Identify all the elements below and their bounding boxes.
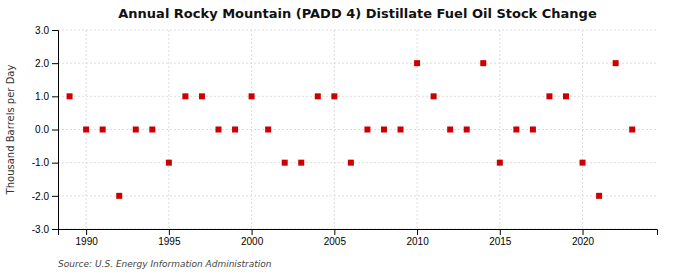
x-tick: 2005 [324,229,347,247]
x-tick-mark [334,229,335,235]
x-tick-label: 2020 [572,236,595,247]
x-tick-label: 1990 [76,236,99,247]
x-tick-mark [169,229,170,235]
y-tick-mark [52,229,58,230]
x-tick-label: 2005 [324,236,347,247]
x-tick: 2010 [406,229,429,247]
point [464,127,470,133]
grid-line-x [499,30,500,229]
y-tick: 1.0 [35,91,58,102]
point [546,93,552,99]
point [216,127,222,133]
x-tick-label: 1995 [158,236,181,247]
point [629,127,635,133]
x-tick-mark [500,229,501,235]
point [480,60,486,66]
x-tick-mark [583,229,584,235]
grid-line-x [168,30,169,229]
y-tick-label: 1.0 [35,91,49,102]
point [182,93,188,99]
annotation: Source: U.S. Energy Information Administ… [58,259,272,269]
point [265,127,271,133]
point [133,127,139,133]
point [348,160,354,166]
y-tick: -2.0 [32,191,58,202]
point [414,60,420,66]
x-tick: 1990 [76,229,99,247]
point [199,93,205,99]
y-tick-label: -2.0 [32,191,50,202]
point [331,93,337,99]
x-tick: 1995 [158,229,181,247]
x-axis: 1990 1995 2000 2005 2010 2015 2020 [59,229,658,247]
marks [67,60,636,199]
point [398,127,404,133]
point [364,127,370,133]
point [116,193,122,199]
point [447,127,453,133]
point [613,60,619,66]
y-tick-mark [52,196,58,197]
y-tick: 0.0 [35,124,58,135]
y-tick-mark [52,163,58,164]
point [513,127,519,133]
y-tick: 2.0 [35,58,58,69]
point [67,93,73,99]
x-tick-mark [86,229,87,235]
point [166,160,172,166]
point [431,93,437,99]
point [249,93,255,99]
point [381,127,387,133]
point [315,93,321,99]
grid-line-x [417,30,418,229]
point [530,127,536,133]
point [232,127,238,133]
grid-line-x [251,30,252,229]
grid-line-y [58,30,657,31]
y-tick-label: -3.0 [32,224,50,235]
x-tick-label: 2000 [241,236,264,247]
x-tick: 2015 [489,229,512,247]
grid-line-x [334,30,335,229]
grid [58,30,657,229]
y-axis: -3.0 -2.0 -1.0 0.0 1.0 2.0 3.0 [32,25,59,235]
x-tick-label: 2015 [489,236,512,247]
point [563,93,569,99]
y-axis-line [52,31,59,230]
grid-line-y [58,162,657,163]
chart: 1990 1995 2000 2005 2010 2015 2020 -3.0 -2.0 -1.0… [0,0,675,275]
x-tick: 2020 [572,229,595,247]
point [100,127,106,133]
grid-line-y [58,63,657,64]
point [596,193,602,199]
y-tick-label: 0.0 [35,124,49,135]
y-tick: -1.0 [32,157,58,168]
point [83,127,89,133]
plot-area: 1990 1995 2000 2005 2010 2015 2020 -3.0 -2.0 -1.0… [32,25,658,247]
x-tick-mark [252,229,253,235]
point [149,127,155,133]
x-tick-mark [417,229,418,235]
y-tick-mark [52,30,58,31]
x-tick: 2000 [241,229,264,247]
grid-line-y [58,195,657,196]
y-tick-label: -1.0 [32,157,50,168]
grid-line-y [58,129,657,130]
y-tick: 3.0 [35,25,58,36]
point [580,160,586,166]
y-tick-label: 2.0 [35,58,49,69]
y-tick-mark [52,63,58,64]
x-axis-line [59,230,658,236]
point [298,160,304,166]
point [282,160,288,166]
grid-line-x [582,30,583,229]
y-tick: -3.0 [32,224,58,235]
y-axis-label: Thousand Barrels per Day [5,65,16,196]
title: Annual Rocky Mountain (PADD 4) Distillat… [118,6,597,21]
y-tick-mark [52,96,58,97]
x-tick-label: 2010 [406,236,429,247]
point [497,160,503,166]
y-tick-label: 3.0 [35,25,49,36]
y-tick-mark [52,130,58,131]
